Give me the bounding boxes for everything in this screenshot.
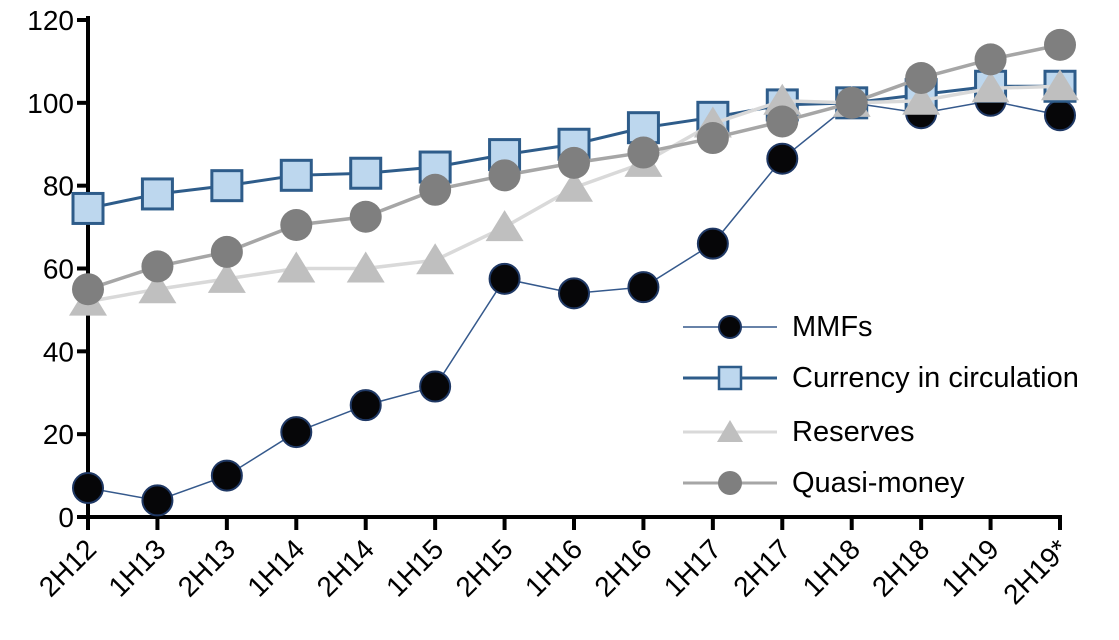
data-point-marker	[349, 389, 382, 422]
data-point-marker	[485, 210, 524, 242]
data-point-marker	[971, 71, 1010, 103]
data-point-marker	[210, 169, 244, 203]
legend-label: Quasi-money	[792, 467, 965, 499]
data-point-marker	[419, 173, 452, 206]
data-point-marker	[207, 261, 246, 293]
data-point-marker	[718, 471, 742, 495]
legend-item-mmfs: MMFs	[680, 309, 873, 345]
data-point-marker	[349, 156, 383, 190]
data-point-marker	[627, 271, 660, 304]
data-point-marker	[488, 159, 521, 192]
legend-item-quasi-money: Quasi-money	[680, 465, 964, 501]
data-point-marker	[696, 227, 729, 260]
data-point-marker	[141, 484, 174, 517]
data-point-marker	[905, 61, 938, 94]
data-point-marker	[627, 136, 660, 169]
y-axis-label: 100	[27, 88, 74, 119]
data-point-marker	[974, 43, 1007, 76]
data-point-marker	[766, 105, 799, 138]
data-point-marker	[280, 416, 313, 449]
legend-item-currency-in-circulation: Currency in circulation	[680, 360, 1079, 396]
legend-label: MMFs	[792, 311, 873, 343]
data-point-marker	[835, 86, 868, 119]
legend-label: Reserves	[792, 416, 915, 448]
data-point-marker	[277, 251, 316, 283]
y-axis-label: 80	[43, 171, 74, 202]
data-point-marker	[718, 315, 742, 339]
quasi-money-marker-icon	[683, 471, 777, 495]
y-axis-label: 0	[58, 502, 74, 533]
data-point-marker	[280, 209, 313, 242]
currency-in-circulation-marker-icon	[683, 365, 777, 391]
data-point-marker	[558, 277, 590, 310]
legend-label: Currency in circulation	[792, 362, 1079, 394]
data-point-marker	[419, 370, 452, 403]
data-point-marker	[138, 272, 177, 304]
reserves-marker-icon	[683, 420, 777, 442]
y-axis-label: 120	[27, 5, 74, 36]
data-point-marker	[555, 170, 593, 202]
data-point-marker	[1044, 28, 1076, 61]
y-axis-label: 40	[43, 336, 74, 367]
mmfs-marker-icon	[683, 315, 777, 339]
data-point-marker	[141, 250, 174, 283]
data-point-marker	[279, 158, 313, 192]
data-point-marker	[140, 177, 174, 211]
data-point-marker	[766, 142, 799, 175]
data-point-marker	[717, 365, 743, 391]
data-point-marker	[210, 235, 243, 268]
data-point-marker	[349, 200, 382, 233]
data-point-marker	[71, 191, 105, 225]
data-point-marker	[696, 122, 729, 155]
data-point-marker	[488, 262, 521, 295]
legend-item-reserves: Reserves	[680, 414, 915, 450]
data-point-marker	[902, 83, 941, 115]
data-point-marker	[558, 146, 590, 179]
series-quasi-money	[72, 28, 1076, 306]
data-point-marker	[346, 251, 385, 283]
data-point-marker	[72, 472, 104, 505]
data-point-marker	[72, 273, 104, 306]
data-point-marker	[210, 459, 243, 492]
data-point-marker	[717, 420, 743, 442]
data-point-marker	[763, 83, 802, 115]
y-axis-label: 60	[43, 254, 74, 285]
y-axis-label: 20	[43, 419, 74, 450]
data-point-marker	[1041, 69, 1079, 101]
data-point-marker	[416, 243, 455, 275]
